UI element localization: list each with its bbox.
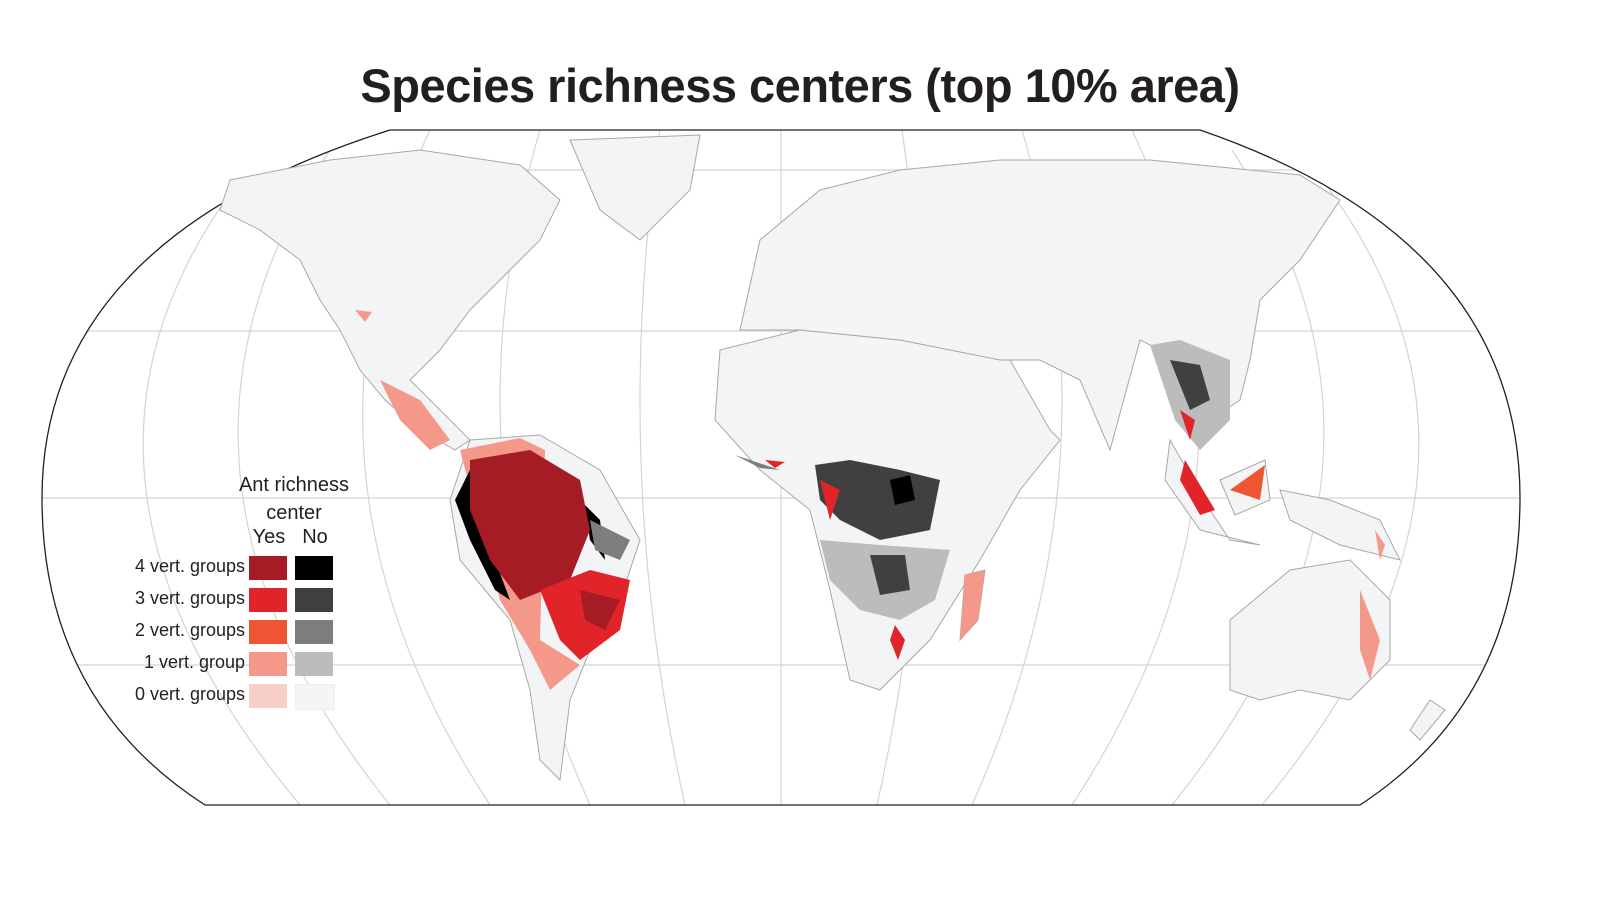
map-title: Species richness centers (top 10% area): [360, 59, 1240, 112]
north-america: [219, 149, 561, 451]
legend-swatch-yes: [249, 652, 287, 676]
legend-swatch-no: [295, 620, 333, 644]
legend-swatch-no: [295, 556, 333, 580]
legend-col-no: No: [302, 526, 328, 548]
legend-row-label: 1 vert. group: [143, 652, 245, 672]
legend-row-label: 4 vert. groups: [134, 556, 245, 576]
legend-swatch-no: [295, 588, 333, 612]
legend-swatch-no: [295, 684, 335, 710]
legend-row-label: 3 vert. groups: [134, 588, 245, 608]
new-zealand: [1409, 699, 1446, 741]
legend-title: Ant richness: [238, 474, 350, 496]
legend-swatch-yes: [249, 620, 287, 644]
richness-centers: [355, 310, 1385, 690]
legend-swatch-yes: [249, 588, 287, 612]
map-frame: [41, 129, 1521, 806]
legend-swatch-no: [295, 652, 333, 676]
legend-col-yes: Yes: [252, 526, 286, 548]
legend-row-label: 2 vert. groups: [134, 620, 245, 640]
legend-swatch-yes: [249, 556, 287, 580]
land: [219, 134, 1446, 782]
greenland: [569, 134, 701, 241]
legend-title-line2: center: [266, 502, 322, 524]
legend-swatch-yes: [249, 684, 287, 708]
legend-row-label: 0 vert. groups: [134, 684, 245, 704]
